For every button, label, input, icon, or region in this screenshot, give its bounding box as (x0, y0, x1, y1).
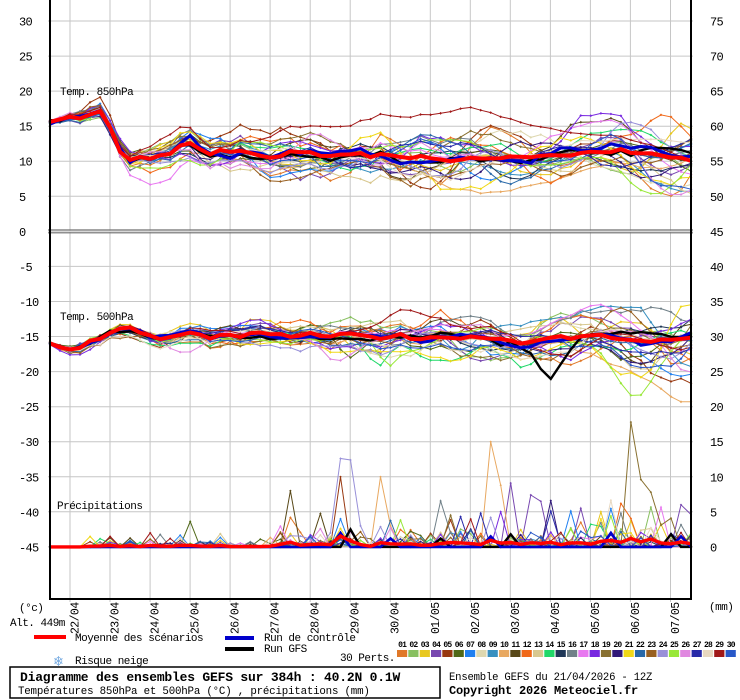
svg-text:Ensemble GEFS du 21/04/2026 -: Ensemble GEFS du 21/04/2026 - 12Z (449, 672, 652, 684)
svg-text:10: 10 (500, 641, 509, 650)
svg-text:Alt. 449m: Alt. 449m (10, 618, 66, 630)
svg-text:24: 24 (659, 641, 668, 650)
svg-text:Moyenne des scénarios: Moyenne des scénarios (75, 633, 203, 645)
svg-text:05: 05 (443, 641, 452, 650)
svg-text:-30: -30 (19, 436, 39, 450)
svg-text:30 Perts.: 30 Perts. (340, 653, 395, 665)
svg-text:03: 03 (421, 641, 430, 650)
svg-text:Diagramme des ensembles GEFS s: Diagramme des ensembles GEFS sur 384h : … (20, 670, 400, 685)
svg-text:Temp. 850hPa: Temp. 850hPa (60, 87, 134, 99)
svg-text:14: 14 (545, 641, 554, 650)
svg-text:(°c): (°c) (19, 603, 43, 615)
svg-text:02/05: 02/05 (470, 602, 483, 634)
svg-text:06: 06 (455, 641, 464, 650)
svg-text:Run GFS: Run GFS (264, 644, 308, 656)
svg-text:-40: -40 (19, 506, 39, 520)
svg-text:40: 40 (710, 261, 724, 275)
svg-text:13: 13 (534, 641, 543, 650)
svg-text:26/04: 26/04 (230, 602, 243, 634)
svg-text:02: 02 (409, 641, 418, 650)
svg-text:-20: -20 (19, 366, 39, 380)
svg-text:60: 60 (710, 121, 724, 135)
svg-text:-35: -35 (19, 471, 39, 485)
svg-text:09: 09 (489, 641, 498, 650)
svg-text:65: 65 (710, 86, 724, 100)
svg-text:24/04: 24/04 (150, 602, 163, 634)
svg-text:01/05: 01/05 (430, 602, 443, 634)
svg-text:15: 15 (710, 436, 724, 450)
svg-text:12: 12 (523, 641, 532, 650)
svg-text:23: 23 (647, 641, 656, 650)
svg-text:28/04: 28/04 (310, 602, 323, 634)
svg-text:30: 30 (19, 16, 33, 30)
svg-text:17: 17 (579, 641, 588, 650)
svg-text:06/05: 06/05 (630, 602, 643, 634)
svg-text:-45: -45 (19, 541, 39, 555)
svg-text:23/04: 23/04 (110, 602, 123, 634)
svg-text:Run de contrôle: Run de contrôle (264, 633, 356, 645)
svg-text:Températures 850hPa et 500hPa: Températures 850hPa et 500hPa (°C) , pré… (18, 686, 370, 698)
svg-text:27/04: 27/04 (270, 602, 283, 634)
svg-text:-5: -5 (19, 261, 33, 275)
svg-text:25: 25 (710, 366, 724, 380)
svg-text:20: 20 (710, 401, 724, 415)
svg-text:03/05: 03/05 (510, 602, 523, 634)
svg-text:75: 75 (710, 16, 724, 30)
svg-text:10: 10 (19, 156, 33, 170)
svg-text:15: 15 (19, 121, 33, 135)
svg-text:25: 25 (19, 51, 33, 65)
svg-text:(mm): (mm) (709, 602, 733, 614)
svg-text:15: 15 (557, 641, 566, 650)
svg-text:29: 29 (715, 641, 724, 650)
svg-text:07/05: 07/05 (670, 602, 683, 634)
svg-text:22: 22 (636, 641, 645, 650)
svg-text:30: 30 (710, 331, 724, 345)
svg-text:-15: -15 (19, 331, 39, 345)
svg-text:28: 28 (704, 641, 713, 650)
svg-text:01: 01 (398, 641, 407, 650)
svg-text:-10: -10 (19, 296, 39, 310)
svg-text:Précipitations: Précipitations (57, 501, 142, 513)
svg-text:07: 07 (466, 641, 475, 650)
svg-text:Copyright 2026 Meteociel.fr: Copyright 2026 Meteociel.fr (449, 684, 638, 698)
svg-text:50: 50 (710, 191, 724, 205)
svg-text:11: 11 (511, 641, 520, 650)
svg-text:10: 10 (710, 471, 724, 485)
svg-text:-25: -25 (19, 401, 39, 415)
svg-text:0: 0 (710, 541, 717, 555)
svg-text:20: 20 (613, 641, 622, 650)
svg-text:35: 35 (710, 296, 724, 310)
svg-text:29/04: 29/04 (350, 602, 363, 634)
svg-text:30: 30 (727, 641, 736, 650)
svg-text:Temp. 500hPa: Temp. 500hPa (60, 312, 134, 324)
svg-text:45: 45 (710, 226, 724, 240)
svg-text:5: 5 (19, 191, 26, 205)
svg-text:08: 08 (477, 641, 486, 650)
svg-text:55: 55 (710, 156, 724, 170)
svg-text:❄: ❄ (54, 654, 63, 671)
svg-text:18: 18 (591, 641, 600, 650)
svg-text:70: 70 (710, 51, 724, 65)
svg-text:16: 16 (568, 641, 577, 650)
svg-text:20: 20 (19, 86, 33, 100)
svg-text:0: 0 (19, 226, 26, 240)
svg-text:27: 27 (693, 641, 702, 650)
svg-text:04: 04 (432, 641, 441, 650)
svg-text:19: 19 (602, 641, 611, 650)
svg-text:5: 5 (710, 506, 717, 520)
svg-text:25/04: 25/04 (190, 602, 203, 634)
svg-text:21: 21 (625, 641, 634, 650)
svg-text:26: 26 (681, 641, 690, 650)
svg-text:04/05: 04/05 (550, 602, 563, 634)
svg-text:05/05: 05/05 (590, 602, 603, 634)
svg-text:22/04: 22/04 (70, 602, 83, 634)
svg-text:25: 25 (670, 641, 679, 650)
svg-text:30/04: 30/04 (390, 602, 403, 634)
svg-text:Risque neige: Risque neige (75, 656, 148, 668)
